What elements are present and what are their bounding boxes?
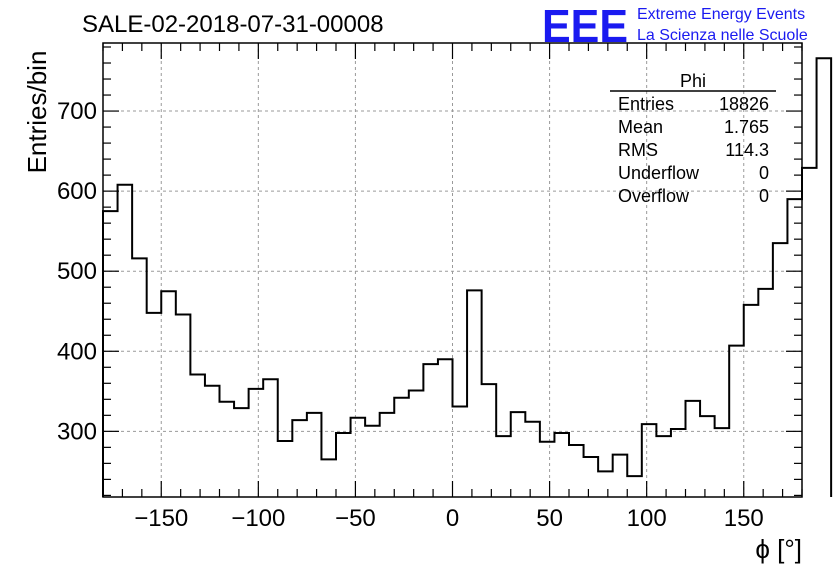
histogram-bin bbox=[656, 436, 671, 497]
histogram-bin bbox=[700, 416, 715, 497]
histogram-bin bbox=[817, 58, 832, 497]
y-tick-label: 700 bbox=[57, 98, 97, 125]
y-tick-label: 600 bbox=[57, 178, 97, 205]
histogram-bin bbox=[321, 459, 336, 497]
axis-layer: −150 −100 −50 0 50 100 150 300 400 500 600 700 bbox=[57, 42, 803, 532]
histogram-bin bbox=[220, 402, 235, 497]
stats-row-value: 0 bbox=[759, 163, 769, 183]
histogram-bin bbox=[758, 289, 773, 497]
logo-line2: La Scienza nelle Scuole bbox=[637, 27, 808, 44]
stats-row: Mean 1.765 bbox=[618, 117, 769, 137]
histogram-bin bbox=[467, 290, 482, 497]
histogram-bin bbox=[161, 291, 176, 497]
chart-title: SALE-02-2018-07-31-00008 bbox=[82, 11, 384, 38]
histogram-bin bbox=[118, 185, 133, 497]
histogram-bin bbox=[147, 313, 162, 497]
stats-row-label: Entries bbox=[618, 94, 674, 114]
stats-row-label: Mean bbox=[618, 117, 663, 137]
histogram-bin bbox=[205, 386, 220, 497]
histogram-bin bbox=[787, 199, 802, 497]
histogram-bin bbox=[453, 407, 468, 497]
histogram-bin bbox=[598, 471, 613, 497]
histogram-bin bbox=[686, 401, 701, 497]
eee-logo: EEE Extreme Energy Events La Scienza nel… bbox=[542, 0, 808, 52]
histogram-bin bbox=[584, 457, 599, 497]
histogram-bin bbox=[627, 476, 642, 497]
stats-row-value: 0 bbox=[759, 186, 769, 206]
histogram-bin bbox=[365, 426, 380, 497]
histogram-bin bbox=[613, 455, 628, 497]
histogram-bin bbox=[773, 243, 788, 497]
x-tick-label: 100 bbox=[627, 505, 667, 532]
histogram-bin bbox=[744, 305, 759, 497]
histogram-bin bbox=[438, 359, 453, 497]
histogram-bin bbox=[642, 424, 657, 497]
stats-row-label: Overflow bbox=[618, 186, 690, 206]
stats-row: Entries 18826 bbox=[618, 94, 769, 114]
x-tick-label: −100 bbox=[231, 505, 285, 532]
histogram-layer bbox=[102, 57, 833, 497]
histogram-bin bbox=[496, 436, 511, 497]
histogram-bin bbox=[511, 412, 526, 497]
stats-row: Underflow 0 bbox=[618, 163, 769, 183]
histogram-bin bbox=[409, 391, 424, 497]
y-axis-label: Entries/bin bbox=[22, 51, 52, 174]
stats-row-label: RMS bbox=[618, 140, 658, 160]
x-tick-label: 50 bbox=[536, 505, 563, 532]
histogram-bin bbox=[569, 445, 584, 497]
histogram-bin bbox=[802, 168, 817, 497]
y-tick-label: 400 bbox=[57, 338, 97, 365]
histogram-bin bbox=[525, 422, 540, 497]
histogram-bin bbox=[190, 374, 205, 497]
histogram-bin bbox=[307, 413, 322, 497]
histogram-bin bbox=[176, 314, 191, 497]
histogram-bin bbox=[263, 379, 278, 497]
logo-mark: EEE bbox=[542, 0, 628, 52]
y-tick-label: 300 bbox=[57, 418, 97, 445]
stats-row: RMS 114.3 bbox=[618, 140, 769, 160]
histogram-bin bbox=[423, 364, 438, 497]
histogram-bin bbox=[234, 408, 249, 497]
stats-row: Overflow 0 bbox=[618, 186, 769, 206]
stats-row-value: 18826 bbox=[719, 94, 769, 114]
stats-row-label: Underflow bbox=[618, 163, 700, 183]
stats-row-value: 114.3 bbox=[725, 140, 769, 160]
x-tick-label: 0 bbox=[446, 505, 459, 532]
x-tick-label: −50 bbox=[335, 505, 376, 532]
histogram-bin bbox=[249, 389, 264, 497]
histogram-bin bbox=[336, 433, 351, 497]
histogram-bin bbox=[540, 442, 555, 497]
histogram-bin bbox=[715, 428, 730, 497]
x-axis-label: ϕ [°] bbox=[755, 534, 802, 564]
histogram-bin bbox=[132, 258, 147, 497]
histogram-bin bbox=[554, 433, 569, 497]
x-tick-label: −150 bbox=[134, 505, 188, 532]
logo-line1: Extreme Energy Events bbox=[637, 6, 805, 23]
x-tick-label: 150 bbox=[724, 505, 764, 532]
histogram-bin bbox=[103, 211, 118, 497]
stats-row-value: 1.765 bbox=[724, 117, 769, 137]
histogram-bin bbox=[292, 420, 307, 497]
histogram-line bbox=[102, 57, 833, 497]
histogram-bin bbox=[380, 413, 395, 497]
histogram-bin bbox=[394, 398, 409, 497]
histogram-bin bbox=[278, 441, 293, 497]
y-tick-label: 500 bbox=[57, 258, 97, 285]
histogram-bin bbox=[729, 346, 744, 497]
grid-layer bbox=[103, 43, 802, 497]
histogram-bin bbox=[482, 384, 497, 497]
stats-box: Phi Entries 18826 Mean 1.765 RMS 114.3 Underfl… bbox=[610, 71, 776, 206]
histogram-bin bbox=[671, 429, 686, 497]
stats-box-title: Phi bbox=[680, 71, 706, 91]
histogram-bin bbox=[351, 418, 366, 497]
